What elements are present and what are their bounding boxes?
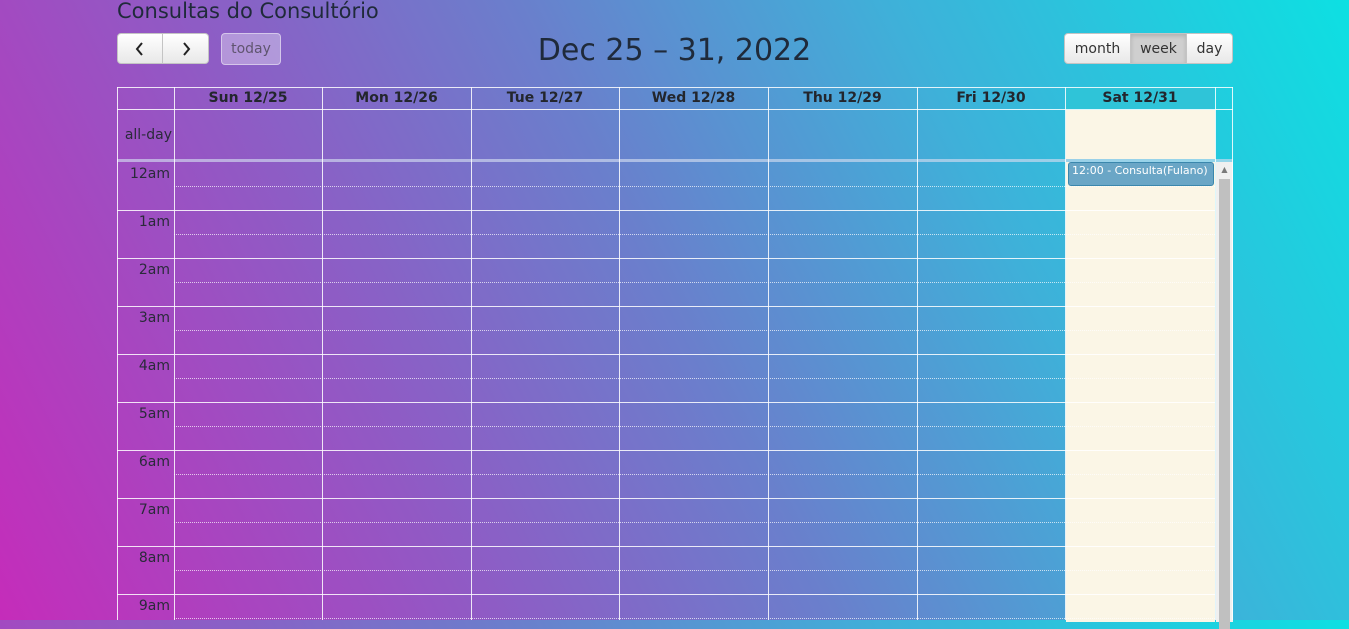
chevron-right-icon: [182, 41, 190, 56]
today-button[interactable]: today: [221, 33, 281, 65]
time-label: 7am: [138, 502, 170, 518]
column-divider: [1232, 87, 1233, 620]
hour-line: [117, 594, 1215, 595]
week-view-button[interactable]: week: [1131, 33, 1187, 64]
day-header: Sat 12/31: [1102, 90, 1178, 106]
calendar-event[interactable]: 12:00 - Consulta(Fulano): [1068, 162, 1214, 186]
column-divider: [768, 87, 769, 620]
time-label: 1am: [138, 214, 170, 230]
time-label: 6am: [138, 454, 170, 470]
column-divider: [1215, 87, 1216, 620]
grid-top-border: [117, 87, 1233, 88]
page-title: Consultas do Consultório: [117, 0, 379, 23]
day-header: Fri 12/30: [956, 90, 1026, 106]
hour-line: [117, 546, 1215, 547]
time-label: 2am: [138, 262, 170, 278]
half-hour-line: [174, 186, 1215, 187]
column-divider: [471, 87, 472, 620]
column-divider: [1065, 87, 1066, 620]
half-hour-line: [174, 618, 1215, 619]
time-label: 3am: [138, 310, 170, 326]
column-divider: [619, 87, 620, 620]
time-label: 8am: [138, 550, 170, 566]
today-allday-cell[interactable]: [1066, 110, 1215, 159]
prev-button[interactable]: [117, 33, 163, 64]
hour-line: [117, 450, 1215, 451]
view-button-group: month week day: [1064, 33, 1233, 64]
day-header: Mon 12/26: [355, 90, 438, 106]
half-hour-line: [174, 570, 1215, 571]
half-hour-line: [174, 522, 1215, 523]
header-bottom-border: [117, 109, 1233, 110]
half-hour-line: [174, 282, 1215, 283]
hour-line: [117, 402, 1215, 403]
time-label: 12am: [129, 166, 170, 182]
time-label: 9am: [138, 598, 170, 614]
half-hour-line: [174, 234, 1215, 235]
allday-divider: [117, 159, 1233, 162]
half-hour-line: [174, 426, 1215, 427]
half-hour-line: [174, 330, 1215, 331]
next-button[interactable]: [163, 33, 209, 64]
scrollbar-thumb[interactable]: [1219, 179, 1230, 629]
allday-label: all-day: [124, 127, 172, 143]
day-header: Sun 12/25: [208, 90, 288, 106]
day-header: Wed 12/28: [651, 90, 736, 106]
time-label: 4am: [138, 358, 170, 374]
chevron-left-icon: [135, 41, 143, 56]
scroll-up-arrow-icon[interactable]: ▲: [1221, 165, 1228, 174]
hour-line: [117, 498, 1215, 499]
half-hour-line: [174, 378, 1215, 379]
hour-line: [117, 354, 1215, 355]
day-header: Tue 12/27: [506, 90, 584, 106]
today-column-header-bg: [1066, 88, 1214, 109]
week-calendar-grid: all-day ▲ Sun 12/25 Mon 12/26 Tue 12/27 Wed…: [117, 87, 1233, 629]
day-view-button[interactable]: day: [1187, 33, 1233, 64]
today-column-body[interactable]: [1066, 162, 1215, 622]
column-divider: [322, 87, 323, 620]
time-label: 5am: [138, 406, 170, 422]
hour-line: [117, 258, 1215, 259]
month-view-button[interactable]: month: [1064, 33, 1131, 64]
hour-line: [117, 306, 1215, 307]
day-header: Thu 12/29: [803, 90, 882, 106]
column-divider: [917, 87, 918, 620]
nav-button-group: [117, 33, 209, 64]
column-divider: [117, 87, 118, 620]
hour-line: [117, 210, 1215, 211]
date-range-title: Dec 25 – 31, 2022: [537, 33, 812, 68]
half-hour-line: [174, 474, 1215, 475]
column-divider: [174, 87, 175, 620]
